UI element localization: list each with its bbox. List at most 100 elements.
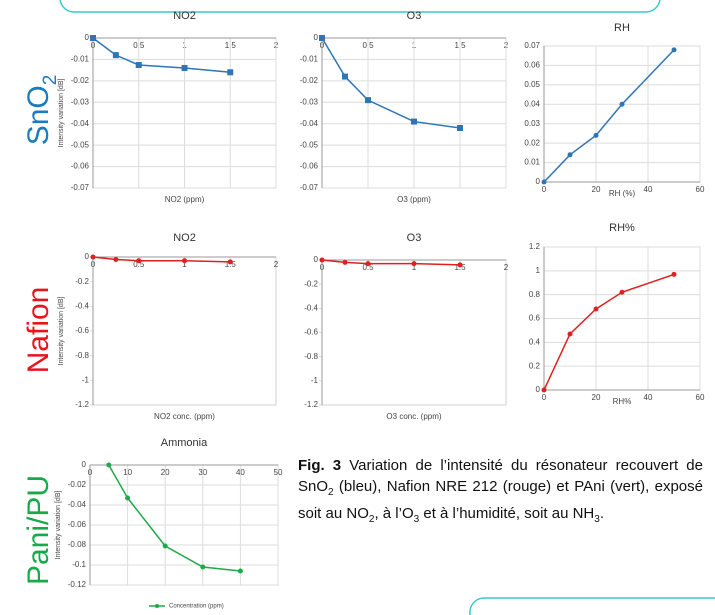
data-point	[457, 262, 463, 268]
y-tick-label: 0.8	[529, 290, 541, 299]
data-point	[619, 289, 625, 295]
y-tick-label: -0.06	[300, 162, 319, 171]
caption-sub: 3	[413, 514, 420, 525]
y-tick-label: -0.07	[71, 183, 90, 192]
x-tick-label: 2	[504, 263, 509, 272]
y-axis-label: Intensity variation [dB]	[58, 297, 65, 366]
data-point	[342, 73, 348, 80]
x-axis-label: RH%	[613, 397, 632, 406]
data-point	[125, 495, 131, 501]
data-point	[162, 543, 168, 549]
y-axis-label: Intensity variation [dB]	[58, 79, 65, 148]
x-tick-label: 60	[696, 393, 705, 402]
chart-title: O3	[407, 10, 422, 22]
legend-label: Concentration (ppm)	[169, 604, 224, 610]
x-tick-label: 60	[696, 185, 705, 194]
y-tick-label: 1.2	[529, 242, 541, 251]
chart-title: Ammonia	[161, 437, 208, 449]
data-line	[321, 37, 461, 129]
data-point	[567, 152, 573, 158]
x-tick-label: 1	[412, 263, 417, 272]
x-axis-label: O3 (ppm)	[397, 195, 431, 204]
y-tick-label: -0.6	[75, 326, 89, 335]
plot-area	[92, 256, 277, 406]
plot-area	[321, 259, 507, 406]
x-tick-label: 40	[644, 393, 653, 402]
y-tick-label: -0.1	[72, 560, 86, 569]
frame-top	[59, 0, 661, 13]
data-point	[411, 261, 417, 267]
y-tick-label: -0.01	[300, 55, 319, 64]
chart-title: O3	[407, 232, 422, 244]
x-tick-label: 1.5	[225, 260, 237, 269]
y-tick-label: -0.8	[75, 351, 89, 360]
x-tick-label: 1.5	[454, 263, 466, 272]
x-tick-label: 0	[542, 185, 547, 194]
chart-title: NO2	[173, 10, 196, 22]
x-tick-label: 0.5	[133, 260, 145, 269]
y-tick-label: -0.2	[304, 279, 318, 288]
caption-label: Fig. 3	[298, 457, 342, 474]
row-label: SnO2	[22, 75, 61, 146]
data-line	[543, 273, 675, 391]
y-tick-label: 0	[85, 252, 90, 261]
y-tick-label: -0.04	[300, 119, 319, 128]
data-point	[541, 179, 547, 185]
x-tick-label: 0	[542, 393, 547, 402]
data-point	[541, 387, 547, 393]
caption-sub: 2	[368, 514, 375, 525]
y-tick-label: -0.06	[71, 162, 90, 171]
y-tick-label: -0.02	[68, 480, 87, 489]
row-label-sub: 2	[40, 75, 61, 86]
data-point	[457, 125, 463, 131]
y-tick-label: 0.01	[524, 158, 540, 167]
data-point	[567, 331, 573, 337]
data-point	[365, 97, 371, 104]
data-point	[227, 259, 233, 265]
chart-title: RH	[614, 22, 630, 34]
y-tick-label: 0	[85, 33, 90, 42]
x-tick-label: 40	[644, 185, 653, 194]
y-tick-label: -1	[311, 376, 319, 385]
y-tick-label: -0.6	[304, 328, 318, 337]
data-point	[342, 259, 348, 265]
y-tick-label: 0	[536, 385, 541, 394]
data-point	[200, 564, 206, 570]
data-point	[136, 258, 142, 264]
y-tick-label: -0.07	[300, 183, 319, 192]
data-point	[90, 35, 96, 41]
caption-text: (bleu), Nafion NRE 212 (rouge) et PAni (…	[298, 478, 703, 522]
y-tick-label: -0.08	[68, 540, 87, 549]
frame-bottom	[469, 597, 715, 615]
y-tick-label: 0.2	[529, 361, 541, 370]
y-tick-label: -0.12	[68, 580, 87, 589]
data-point	[319, 35, 325, 41]
caption-sub: 3	[594, 514, 600, 525]
data-point	[671, 271, 677, 277]
data-point	[227, 69, 234, 76]
data-point	[182, 258, 187, 264]
data-point	[181, 65, 188, 71]
data-point	[671, 47, 677, 53]
y-tick-label: -1.2	[75, 400, 89, 409]
y-tick-label: 0.03	[524, 119, 540, 128]
legend-marker	[155, 604, 159, 608]
y-tick-label: -0.03	[71, 97, 90, 106]
y-tick-label: -0.02	[71, 76, 90, 85]
y-tick-label: -0.01	[71, 55, 90, 64]
data-point	[112, 52, 119, 59]
y-tick-label: -0.4	[75, 301, 89, 310]
data-point	[90, 254, 96, 260]
y-tick-label: -1.2	[304, 400, 318, 409]
caption-text: Variation de l’intensité du résonateur r…	[298, 457, 703, 495]
x-tick-label: 20	[592, 393, 601, 402]
x-tick-label: 20	[592, 185, 601, 194]
x-tick-label: 2	[274, 260, 279, 269]
y-tick-label: 0.06	[524, 61, 540, 70]
data-point	[237, 568, 243, 574]
y-tick-label: 0	[82, 460, 87, 469]
x-axis-label: RH (%)	[609, 189, 636, 198]
caption-text: , à l’O	[374, 505, 414, 522]
y-tick-label: 0	[536, 177, 541, 186]
y-tick-label: 0.6	[529, 314, 541, 323]
